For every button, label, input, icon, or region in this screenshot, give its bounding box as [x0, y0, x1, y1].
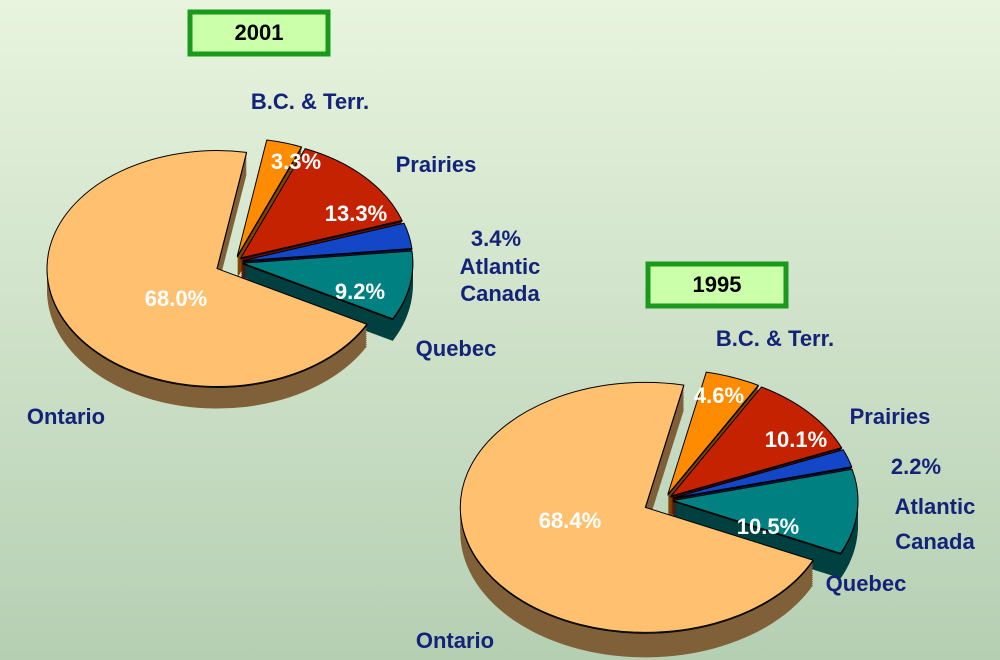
category-label: Atlantic Canada	[460, 254, 541, 306]
category-label: B.C. & Terr.	[251, 89, 369, 114]
category-label: Prairies	[396, 152, 477, 177]
pie-slice	[669, 386, 843, 497]
category-label: Quebec	[826, 571, 907, 596]
data-label: 13.3%	[325, 201, 387, 226]
pie-slice	[242, 250, 414, 320]
data-label: 2.2%	[891, 454, 941, 479]
pie-slice	[459, 381, 814, 633]
data-label: 10.5%	[737, 514, 799, 539]
pie-slice	[46, 150, 368, 388]
pie-slice	[242, 222, 413, 262]
title-box	[187, 9, 331, 57]
pie-slice	[239, 148, 403, 259]
chart-title: 2001	[235, 20, 284, 45]
data-label: 68.4%	[539, 508, 601, 533]
pie-slice	[667, 371, 760, 495]
data-label: 3.4%	[471, 226, 521, 251]
data-label: 9.2%	[335, 279, 385, 304]
data-label: 68.0%	[145, 286, 207, 311]
data-label: 4.6%	[694, 383, 744, 408]
category-label: Quebec	[416, 336, 497, 361]
data-label: 3.3%	[271, 149, 321, 174]
chart-title: 1995	[693, 272, 742, 297]
category-label: Atlantic Canada	[895, 494, 976, 554]
data-label: 10.1%	[765, 427, 827, 452]
pie-slice	[672, 468, 859, 554]
pie-slice	[236, 139, 303, 257]
pie-slice	[672, 449, 853, 499]
category-label: Ontario	[27, 404, 105, 429]
category-label: Ontario	[416, 628, 494, 653]
title-box	[645, 261, 789, 309]
category-label: Prairies	[850, 404, 931, 429]
category-label: B.C. & Terr.	[716, 326, 834, 351]
